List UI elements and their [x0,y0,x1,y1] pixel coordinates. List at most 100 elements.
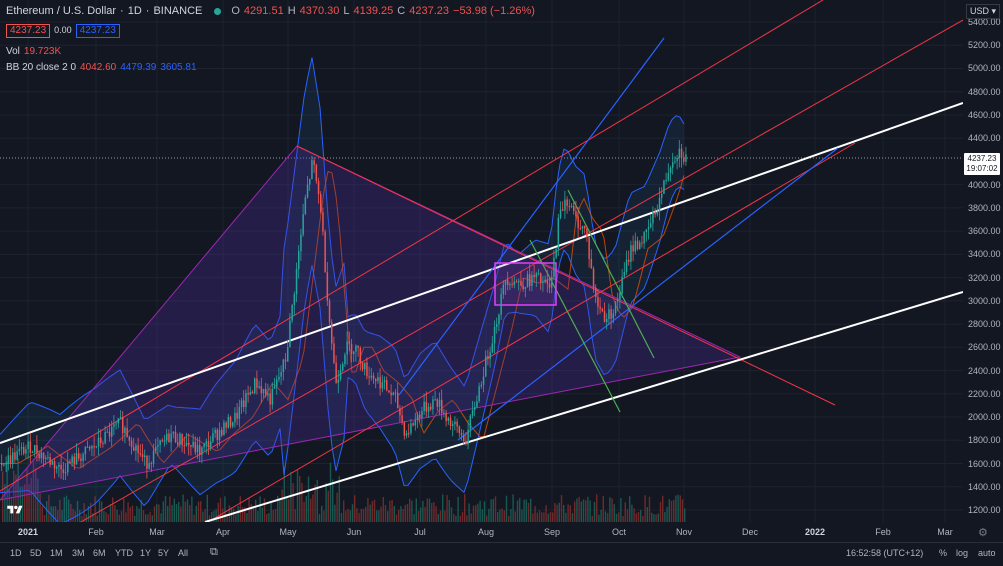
volume-bar [563,504,565,522]
volume-bar [279,498,281,522]
candle-body [656,211,659,215]
currency-button[interactable]: USD ▾ [966,4,1001,19]
candle-body [575,211,577,217]
candle-body [487,356,489,360]
candle-body [353,351,355,354]
price-tick: 4400.00 [968,133,1001,144]
volume-bar [657,513,659,522]
candle-body [192,441,194,447]
candle-body [199,444,201,455]
time-axis[interactable]: 2021 Feb Mar Apr May Jun Jul Aug Sep Oct Nov Dec 202… [0,522,963,542]
volume-bar [615,513,618,522]
range-button-all[interactable]: All [178,548,189,558]
volume-bar [549,512,552,522]
candle-body [449,418,452,426]
candle-body [139,453,142,455]
range-button-ytd[interactable]: YTD [115,548,133,558]
sell-button[interactable]: 4237.23 [6,23,51,38]
volume-bar [277,495,279,522]
auto-toggle[interactable]: auto [978,548,996,558]
volume-bar [345,510,347,522]
volume-bar [648,496,651,522]
candle-body [34,445,36,452]
percent-toggle[interactable]: % [939,548,948,558]
clock[interactable]: 16:52:58 (UTC+12) [846,548,924,558]
range-button-1m[interactable]: 1M [50,548,63,558]
volume-bar [48,494,50,522]
candle-body [251,391,254,394]
price-axis[interactable]: 5400.00 5200.00 5000.00 4800.00 4600.00 4400.… [963,0,1003,522]
volume-bar [677,494,679,522]
candle-body [584,225,586,229]
volume-row[interactable]: Vol 19.723K [6,44,535,59]
symbol-name[interactable]: Ethereum / U.S. Dollar [6,5,117,17]
candle-body [443,412,445,414]
volume-bar [131,505,134,522]
gear-icon[interactable]: ⚙ [978,527,988,539]
volume-bar [545,505,547,522]
range-button-6m[interactable]: 6M [93,548,106,558]
range-button-1d[interactable]: 1D [10,548,22,558]
compare-icon[interactable]: ⧉ [210,546,218,558]
price-chart[interactable] [0,0,963,522]
candle-body [326,272,329,301]
volume-bar [13,470,15,522]
candle-body [243,400,245,407]
candle-body [579,228,582,230]
candle-body [93,445,95,448]
volume-bar [81,515,83,522]
candle-body [124,427,126,434]
time-tick: Nov [675,527,693,537]
candle-body [190,445,192,447]
candle-body [27,441,29,450]
volume-bar [593,501,596,522]
candle-body [291,304,293,321]
volume-bar [211,511,213,522]
volume-bar [24,484,26,522]
volume-bar [413,514,415,522]
bb-row[interactable]: BB 20 close 2 0 4042.60 4479.39 3605.81 [6,60,535,75]
candle-body [496,323,498,327]
candle-body [293,294,296,305]
log-toggle[interactable]: log [956,548,969,558]
volume-bar [288,499,290,522]
range-button-3m[interactable]: 3M [72,548,85,558]
volume-bar [197,501,200,522]
volume-bar [679,495,681,522]
candle-body [588,237,590,259]
volume-bar [433,502,435,522]
volume-bar [387,511,389,522]
candle-body [14,452,16,460]
open-value: 4291.51 [243,5,284,17]
volume-bar [384,505,387,522]
candle-body [623,271,626,277]
interval[interactable]: 1D [127,5,142,17]
volume-bar [222,508,224,522]
bb-lower-line [0,186,685,522]
candle-body [47,456,49,458]
buy-button[interactable]: 4237.23 [75,23,120,38]
candle-body [49,456,51,465]
candle-body [394,392,397,394]
volume-bar [162,501,164,522]
tradingview-logo-icon[interactable] [6,504,24,516]
range-button-1y[interactable]: 1Y [140,548,152,558]
volume-bar [310,498,312,522]
volume-bar [52,506,54,522]
green-line-1 [529,239,621,413]
candle-body [133,447,135,451]
candle-body [386,380,388,391]
candle-body [559,209,562,218]
range-button-5y[interactable]: 5Y [158,548,170,558]
volume-bar [448,500,450,522]
candle-body [100,437,102,444]
volume-bar [565,512,567,522]
volume-bar [457,496,459,522]
range-button-5d[interactable]: 5D [30,548,42,558]
candle-body [665,180,667,182]
candle-body [621,276,623,294]
candle-body [416,414,419,420]
candle-body [51,461,54,465]
